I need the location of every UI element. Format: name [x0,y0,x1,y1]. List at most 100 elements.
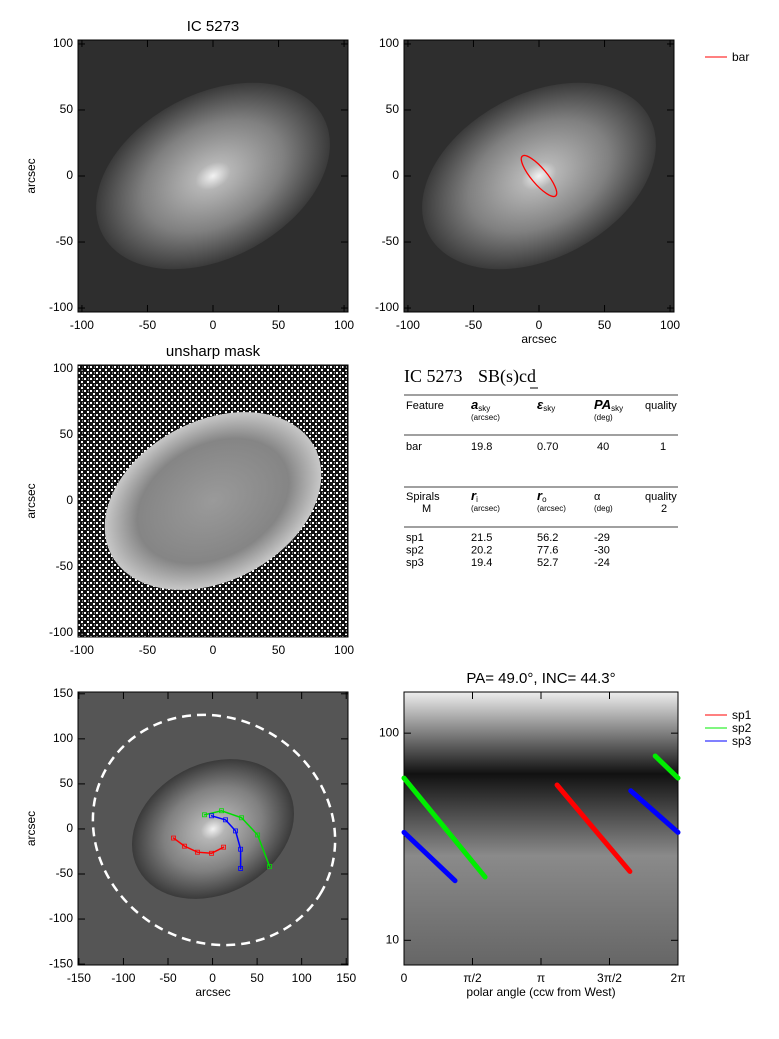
x-tick-label: -100 [70,643,94,657]
x-tick-label: 2π [671,971,686,985]
x-tick-label: 3π/2 [597,971,622,985]
table-cell: -30 [594,544,610,556]
x-tick-label: 100 [334,318,354,332]
y-tick-label: 150 [53,686,73,700]
y-tick-label: 10 [386,932,400,946]
y-axis-label: arcsec [24,483,38,518]
y-tick-label: 100 [53,731,73,745]
table-cell: 19.8 [471,441,492,453]
x-tick-label: 0 [210,318,217,332]
arm-point [171,835,176,841]
y-tick-label: -50 [56,234,74,248]
arm-point [182,843,187,849]
x-tick-label: -50 [139,318,157,332]
table-cell: 77.6 [537,544,558,556]
bar-ellipse [520,154,558,198]
y-tick-label: 50 [60,427,74,441]
x-tick-label: -100 [111,971,135,985]
arm-point [255,832,261,838]
table-cell: -29 [594,532,610,544]
arm-point [195,849,200,855]
arm-point [219,808,224,814]
y-tick-label: 50 [60,776,74,790]
spiral-arm [401,753,681,880]
table-cell: sp2 [406,544,424,556]
table-cell: 0.70 [537,441,558,453]
spiral-arm [401,788,681,884]
x-tick-label: π/2 [463,971,482,985]
header-unit: (deg) [594,413,613,422]
table-cell: 19.4 [471,557,492,569]
x-tick-label: -100 [396,318,420,332]
table-cell: -24 [594,557,610,569]
y-axis-label: arcsec [24,811,38,846]
arm-point [239,815,245,821]
table-header: α [594,491,601,503]
x-tick-label: 100 [292,971,312,985]
image-galaxy [78,40,348,312]
header-unit: 2 [661,503,667,515]
table-header: quality [645,400,677,412]
header-text: PA [594,397,611,412]
y-tick-label: 100 [53,36,73,50]
y-tick-label: -100 [49,300,73,314]
table-header: ro [537,488,547,504]
table-title-type: SB(s)cd [478,366,536,387]
x-tick-label: -150 [67,971,91,985]
spiral-arm [210,815,242,870]
table-cell: 21.5 [471,532,492,544]
y-tick-label: -50 [382,234,400,248]
x-axis-label: arcsec [521,332,556,346]
x-tick-label: 50 [272,318,286,332]
legend-label: sp1 [732,708,752,722]
table-cell: sp1 [406,532,424,544]
header-text: ε [537,397,544,412]
table-header: ri [471,488,478,504]
arm-point [223,817,228,823]
arm-point [233,828,238,834]
table-header: Spirals [406,491,440,503]
table-header: quality [645,491,677,503]
y-tick-label: -50 [56,866,74,880]
header-sub: o [542,495,547,504]
header-sub: sky [611,404,623,413]
table-cell: 20.2 [471,544,492,556]
table: IC 5273 SB(s)cd [404,366,678,528]
header-unit: (arcsec) [537,504,566,513]
y-tick-label: 50 [386,102,400,116]
arm-point [209,850,214,856]
header-text: Spirals [406,491,440,503]
header-text: quality [645,491,677,503]
x-tick-label: 150 [336,971,356,985]
header-sub: sky [478,404,490,413]
header-text: a [471,397,478,412]
header-unit: (deg) [594,504,613,513]
image-polar [404,692,678,965]
header-sub: i [476,495,478,504]
table-cell: 52.7 [537,557,558,569]
header-text: r [537,488,543,503]
x-tick-label: -50 [139,643,157,657]
legend-label: sp3 [732,734,752,748]
y-tick-label: 100 [379,725,399,739]
y-tick-label: 0 [66,168,73,182]
panel-title: PA= 49.0°, INC= 44.3° [466,670,615,687]
arm-point [238,866,244,871]
y-tick-label: -100 [49,625,73,639]
y-tick-label: -150 [49,956,73,970]
y-tick-label: -100 [375,300,399,314]
spiral-arm [203,809,271,868]
x-tick-label: π [537,971,545,985]
table-title-name: IC 5273 [404,366,463,386]
x-tick-label: 50 [598,318,612,332]
x-tick-label: 0 [210,643,217,657]
header-unit: (arcsec) [471,504,500,513]
table-header: εsky [537,397,555,413]
legend-label: sp2 [732,721,752,735]
x-tick-label: 50 [272,643,286,657]
y-tick-label: 50 [60,102,74,116]
x-tick-label: 100 [660,318,680,332]
x-tick-label: 50 [250,971,264,985]
table-cell: sp3 [406,557,424,569]
